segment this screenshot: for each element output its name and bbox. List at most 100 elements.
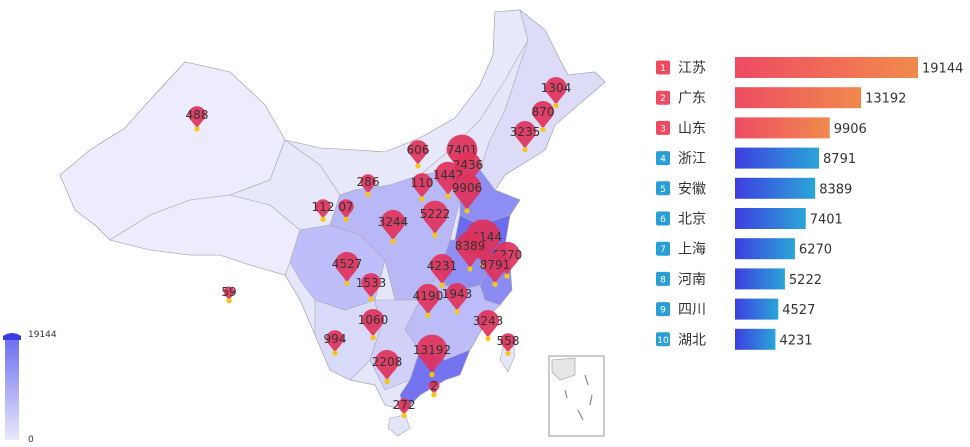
map-pin-dot <box>485 336 491 342</box>
map-pin[interactable]: 3244 <box>378 209 409 244</box>
map-pin-marker[interactable] <box>416 334 448 374</box>
map-pin-marker[interactable] <box>188 106 206 129</box>
map-pin-marker[interactable] <box>545 77 567 106</box>
map-pin[interactable]: 59 <box>221 285 237 304</box>
map-pin-marker[interactable] <box>434 161 462 196</box>
ranking-row[interactable]: 3 山东 9906 <box>656 117 867 139</box>
map-pin-marker[interactable] <box>446 283 468 312</box>
map-pin-dot <box>540 127 546 133</box>
map-pin-marker[interactable] <box>326 330 344 353</box>
rank-badge <box>656 241 670 256</box>
map-pin[interactable]: 1943 <box>442 283 473 315</box>
map-pin-marker[interactable] <box>428 380 440 395</box>
map-pin[interactable]: 1533 <box>356 273 387 302</box>
map-pin[interactable]: 13192 <box>413 334 451 378</box>
map-pin[interactable]: 8389 <box>455 231 486 272</box>
map-pin[interactable]: 4190 <box>413 283 444 318</box>
map-pin-label: 870 <box>532 105 555 119</box>
map-pin-marker[interactable] <box>493 241 521 276</box>
map-pin-label: 994 <box>324 332 347 346</box>
map-pin[interactable]: 488 <box>186 106 209 132</box>
visual-map-bar[interactable] <box>5 337 19 440</box>
map-pin[interactable]: 286 <box>357 174 380 197</box>
map-pin-marker[interactable] <box>408 140 428 166</box>
bar[interactable] <box>735 268 785 290</box>
map-pin-label: 59 <box>221 285 236 299</box>
map-pin[interactable]: 870 <box>532 101 555 133</box>
map-pin-dot <box>425 312 431 318</box>
map-pin-marker[interactable] <box>334 251 360 283</box>
map-pin[interactable]: 4527 <box>332 251 363 286</box>
map-pin-marker[interactable] <box>415 283 441 315</box>
map-pin[interactable]: 9906 <box>452 173 483 214</box>
map-pin-marker[interactable] <box>374 349 400 381</box>
bar[interactable] <box>735 147 820 169</box>
map-pin-label: 8791 <box>480 258 511 272</box>
ranking-row[interactable]: 6 北京 7401 <box>656 208 843 229</box>
map-pin[interactable]: 110 <box>411 173 434 202</box>
map-pin[interactable]: 272 <box>393 398 416 419</box>
map-pin-marker[interactable] <box>412 173 432 199</box>
ranking-row[interactable]: 9 四川 4527 <box>656 298 815 320</box>
map-pin-label: 1442 <box>433 168 464 182</box>
map-pin-marker[interactable] <box>397 398 411 416</box>
map-pin-marker[interactable] <box>429 253 455 285</box>
map-pin[interactable]: 4231 <box>427 253 458 288</box>
map-pin[interactable]: 112 <box>312 199 335 222</box>
map-pin[interactable]: 3243 <box>473 310 504 342</box>
map-pin-dot <box>553 103 559 109</box>
map-pin-marker[interactable] <box>361 273 381 299</box>
map-pin[interactable]: 994 <box>324 330 347 356</box>
map-pin[interactable]: 1060 <box>358 309 389 341</box>
map-pin-marker[interactable] <box>500 333 516 353</box>
map-pin-marker[interactable] <box>514 121 536 150</box>
bar-value-label: 5222 <box>789 273 822 288</box>
map-pin-marker[interactable] <box>338 199 354 219</box>
map-pin-marker[interactable] <box>362 309 384 338</box>
visual-map-handle-top[interactable] <box>3 333 21 340</box>
ranking-row[interactable]: 8 河南 5222 <box>656 268 822 290</box>
ranking-row[interactable]: 1 江苏 19144 <box>656 57 963 78</box>
map-pin-marker[interactable] <box>482 252 508 284</box>
visual-map[interactable]: 19144 0 <box>3 330 57 445</box>
bar[interactable] <box>735 177 816 199</box>
map-pin-dot <box>445 193 451 199</box>
map-pin[interactable]: 8791 <box>480 252 511 287</box>
map-pin-marker[interactable] <box>452 173 482 211</box>
ranking-row[interactable]: 2 广东 13192 <box>656 87 906 109</box>
map-pin-marker[interactable] <box>223 286 235 301</box>
map-pin[interactable]: 5222 <box>420 200 451 238</box>
bar[interactable] <box>735 328 776 350</box>
map-pin-marker[interactable] <box>360 174 376 194</box>
map-pin-marker[interactable] <box>315 199 331 219</box>
ranking-row[interactable]: 4 浙江 8791 <box>656 147 856 169</box>
map-pin[interactable]: 558 <box>497 333 520 356</box>
map-pin[interactable]: 1442 <box>433 161 464 199</box>
ranking-row[interactable]: 5 安徽 8389 <box>656 177 852 199</box>
map-pin[interactable]: 3235 <box>510 121 541 153</box>
map-pin-marker[interactable] <box>454 151 482 186</box>
bar[interactable] <box>735 298 779 320</box>
map-pin[interactable]: 07 <box>338 199 354 222</box>
map-pin[interactable]: 2 <box>428 379 440 398</box>
bar[interactable] <box>735 57 918 78</box>
bar[interactable] <box>735 208 806 229</box>
rank-number: 3 <box>660 124 666 134</box>
map-pin[interactable]: 2208 <box>372 349 403 384</box>
ranking-row[interactable]: 10 湖北 4231 <box>656 328 813 350</box>
ranking-row[interactable]: 7 上海 6270 <box>656 238 832 260</box>
bar[interactable] <box>735 117 830 139</box>
map-pin-marker[interactable] <box>455 231 485 269</box>
visual-map-min-label: 0 <box>28 435 34 445</box>
map-pin-marker[interactable] <box>380 209 406 241</box>
map-pin-marker[interactable] <box>532 101 554 130</box>
bar[interactable] <box>735 238 795 260</box>
rank-number: 4 <box>660 155 666 165</box>
map-pin[interactable]: 1304 <box>541 77 572 109</box>
map-pin[interactable]: 606 <box>407 140 430 169</box>
map-pin-marker[interactable] <box>421 200 449 235</box>
rank-number: 8 <box>660 275 666 285</box>
bar[interactable] <box>735 87 862 109</box>
map-pin-marker[interactable] <box>477 310 499 339</box>
